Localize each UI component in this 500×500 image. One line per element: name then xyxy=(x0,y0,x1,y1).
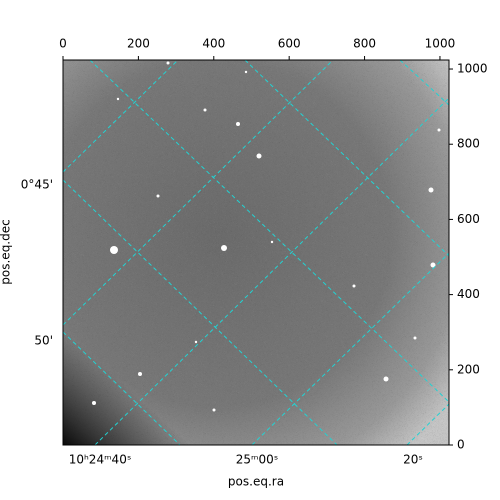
x-tick-label: 1000 xyxy=(425,37,456,51)
y-tick-label: 0 xyxy=(457,438,465,452)
x-tick-label: 0 xyxy=(59,37,67,51)
y-tick-label: 200 xyxy=(457,362,480,376)
x-tick-label: 600 xyxy=(278,37,301,51)
dec-tick-label: 50' xyxy=(34,334,53,348)
ra-tick-label: 25ᵐ00ˢ xyxy=(236,453,279,467)
x-tick-label: 200 xyxy=(127,37,150,51)
x-tick-label: 400 xyxy=(202,37,225,51)
wcs-grid xyxy=(63,60,449,445)
y-tick-label: 800 xyxy=(457,137,480,151)
y-axis-label: pos.eq.dec xyxy=(0,219,13,284)
ra-tick-label: 20ˢ xyxy=(403,453,423,467)
y-tick-label: 1000 xyxy=(457,62,488,76)
x-axis-label: pos.eq.ra xyxy=(228,475,284,489)
x-tick-label: 800 xyxy=(353,37,376,51)
dec-tick-label: 0°45' xyxy=(21,178,53,192)
ra-tick-label: 10ʰ24ᵐ40ˢ xyxy=(69,453,132,467)
image xyxy=(63,60,449,445)
y-tick-label: 400 xyxy=(457,287,480,301)
y-tick-label: 600 xyxy=(457,212,480,226)
frame xyxy=(62,59,450,446)
